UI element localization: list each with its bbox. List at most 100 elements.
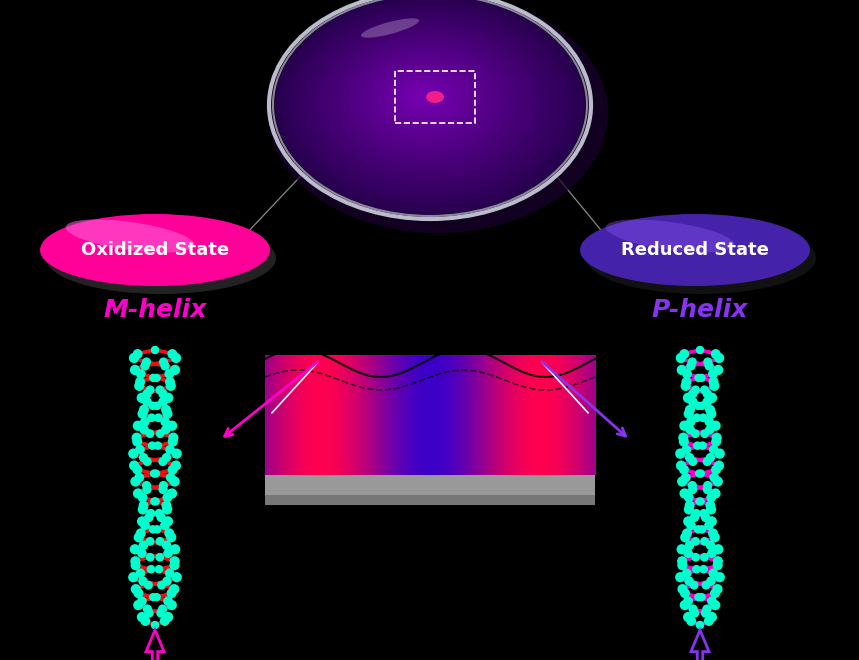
Point (161, 393, 175, 403)
Point (153, 428, 167, 439)
Point (129, 560, 143, 570)
Point (162, 528, 176, 539)
Point (131, 464, 144, 475)
Point (700, 604, 714, 614)
Point (155, 512, 168, 523)
Point (166, 436, 180, 447)
Text: Oxidized State: Oxidized State (81, 241, 229, 259)
Ellipse shape (349, 45, 503, 155)
Ellipse shape (300, 12, 557, 195)
Point (128, 544, 142, 554)
Ellipse shape (280, 0, 580, 211)
Point (683, 540, 697, 550)
Point (707, 377, 721, 387)
Point (133, 377, 147, 387)
Point (684, 520, 698, 531)
Point (155, 580, 168, 591)
Point (149, 592, 163, 603)
Point (699, 580, 713, 591)
Ellipse shape (358, 51, 492, 147)
Point (693, 620, 707, 630)
Point (146, 524, 160, 535)
Point (156, 456, 170, 467)
Point (170, 572, 184, 583)
Point (698, 552, 711, 562)
Point (681, 548, 695, 558)
Point (683, 405, 697, 415)
Point (676, 432, 690, 443)
Point (685, 480, 699, 491)
Point (143, 536, 157, 546)
Point (138, 520, 152, 531)
Ellipse shape (383, 69, 466, 127)
Ellipse shape (378, 65, 471, 131)
Point (701, 356, 715, 367)
Ellipse shape (268, 0, 608, 233)
Point (158, 616, 172, 626)
Point (688, 608, 702, 618)
Point (162, 369, 176, 380)
Point (137, 500, 150, 511)
Ellipse shape (46, 222, 276, 294)
Point (695, 373, 709, 383)
Point (148, 345, 161, 355)
Point (683, 500, 697, 511)
Point (679, 568, 693, 578)
Point (151, 412, 165, 423)
Point (675, 477, 689, 487)
Point (707, 444, 721, 455)
Point (131, 588, 145, 599)
Point (167, 432, 180, 443)
Point (148, 620, 161, 630)
Point (711, 544, 725, 554)
Point (708, 473, 722, 483)
Point (137, 540, 150, 550)
Point (682, 409, 696, 419)
Point (689, 536, 703, 546)
Point (691, 401, 705, 411)
Point (703, 424, 716, 435)
Ellipse shape (304, 15, 552, 191)
Point (161, 516, 174, 527)
Point (166, 348, 180, 359)
Point (678, 420, 691, 431)
Point (691, 373, 705, 383)
Point (145, 412, 159, 423)
Point (693, 345, 707, 355)
Point (152, 564, 166, 574)
Text: P-helix: P-helix (652, 298, 748, 322)
Ellipse shape (275, 0, 585, 215)
Point (164, 381, 178, 391)
Point (161, 409, 174, 419)
Ellipse shape (40, 214, 270, 286)
Point (704, 540, 717, 550)
Text: Reduced State: Reduced State (621, 241, 769, 259)
Point (690, 508, 704, 519)
Point (685, 616, 698, 626)
Point (700, 389, 714, 399)
Point (709, 348, 722, 359)
Point (693, 620, 707, 630)
Point (711, 556, 725, 566)
Point (140, 456, 154, 467)
Point (711, 364, 725, 375)
Point (133, 568, 147, 578)
Point (144, 508, 158, 519)
Point (129, 477, 143, 487)
Point (696, 440, 710, 451)
Point (149, 373, 163, 383)
Point (165, 488, 179, 499)
Text: M-helix: M-helix (103, 298, 207, 322)
Point (706, 528, 720, 539)
Point (135, 548, 149, 558)
Point (685, 484, 699, 495)
Point (146, 373, 160, 383)
Point (151, 440, 165, 451)
Point (691, 524, 705, 535)
Point (161, 504, 174, 515)
Point (701, 480, 715, 491)
Point (153, 536, 167, 546)
Point (126, 572, 140, 583)
Point (160, 452, 174, 463)
Point (131, 488, 145, 499)
